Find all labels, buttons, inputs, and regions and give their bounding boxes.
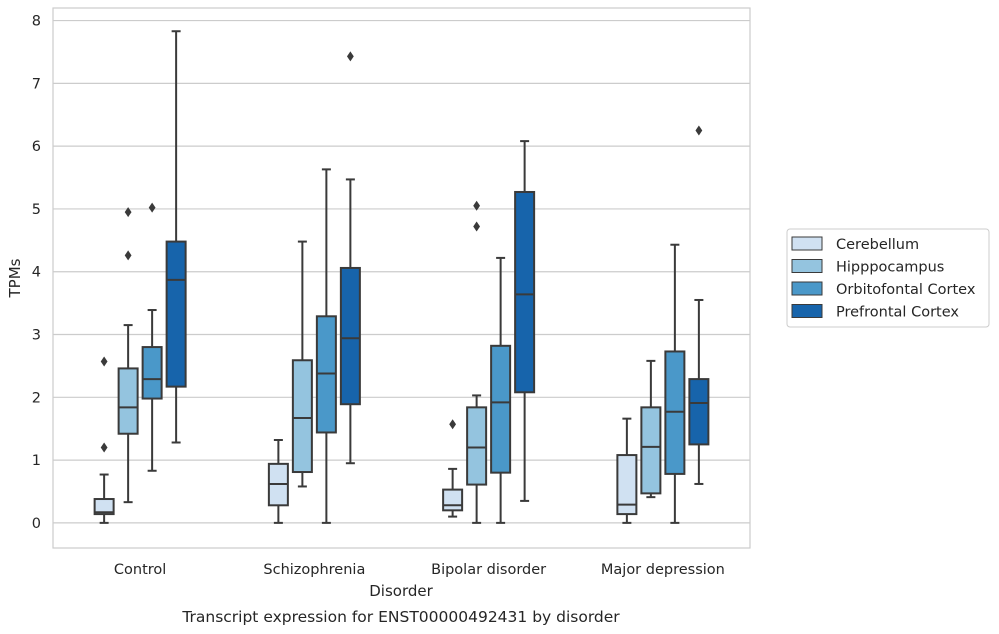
legend-label: Orbitofontal Cortex — [836, 282, 976, 298]
y-axis-label: TPMs — [6, 258, 24, 298]
box-schizophrenia-hipppocampus — [291, 240, 313, 488]
outlier-point — [124, 250, 132, 261]
y-tick-label-2: 2 — [32, 390, 41, 406]
legend: Cerebellum Hipppocampus Orbitofontal Corte… — [786, 228, 990, 328]
plot-frame — [52, 7, 751, 549]
legend-label: Hipppocampus — [836, 260, 944, 276]
box-bipolar-disorder-cerebellum — [442, 419, 464, 518]
iqr-box — [442, 488, 464, 512]
x-tick-label-bipolar-disorder: Bipolar disorder — [431, 562, 546, 578]
box-control-prefrontal-cortex — [165, 30, 187, 444]
legend-item-orbitofontal-cortex: Orbitofontal Cortex — [791, 281, 976, 298]
y-tick-label-1: 1 — [32, 453, 41, 469]
box-bipolar-disorder-hipppocampus — [466, 200, 488, 524]
legend-label: Cerebellum — [836, 237, 919, 253]
iqr-box — [141, 346, 163, 400]
legend-item-prefrontal-cortex: Prefrontal Cortex — [791, 304, 959, 321]
legend-item-hipppocampus: Hipppocampus — [791, 259, 944, 276]
y-tick-label-5: 5 — [32, 202, 41, 218]
outlier-point — [473, 200, 481, 211]
box-control-hipppocampus — [117, 207, 139, 504]
legend-swatch — [791, 304, 823, 318]
x-tick-labels: Control Schizophrenia Bipolar disorder Majo… — [114, 562, 725, 578]
outlier-point — [346, 51, 354, 62]
outlier-point — [148, 202, 156, 213]
box-control-cerebellum — [93, 356, 115, 524]
box-schizophrenia-cerebellum — [267, 439, 289, 524]
legend-label: Prefrontal Cortex — [836, 305, 959, 321]
x-tick-label-control: Control — [114, 562, 166, 578]
x-tick-label-schizophrenia: Schizophrenia — [263, 562, 365, 578]
chart-caption: Transcript expression for ENST0000049243… — [181, 608, 620, 626]
y-tick-label-3: 3 — [32, 328, 41, 344]
boxes — [93, 30, 710, 524]
box-control-orbitofontal-cortex — [141, 202, 163, 472]
x-axis-label: Disorder — [369, 582, 433, 600]
box-schizophrenia-orbitofontal-cortex — [315, 168, 337, 524]
x-tick-label-major-depression: Major depression — [601, 562, 725, 578]
y-tick-labels: 0 1 2 3 4 5 6 7 8 — [32, 14, 41, 532]
iqr-box — [93, 498, 115, 516]
y-tick-label-0: 0 — [32, 516, 41, 532]
box-major-depression-prefrontal-cortex — [688, 125, 710, 485]
legend-swatch — [791, 281, 823, 296]
outlier-point — [473, 221, 481, 232]
iqr-box — [490, 344, 512, 474]
y-tick-label-6: 6 — [32, 139, 41, 155]
box-bipolar-disorder-orbitofontal-cortex — [490, 256, 512, 524]
outlier-point — [100, 356, 108, 367]
box-schizophrenia-prefrontal-cortex — [339, 51, 361, 465]
box-major-depression-orbitofontal-cortex — [664, 243, 686, 524]
outlier-point — [695, 125, 703, 136]
iqr-box — [165, 240, 187, 388]
y-tick-label-4: 4 — [32, 265, 41, 281]
legend-frame — [786, 228, 990, 328]
outlier-point — [449, 419, 457, 430]
iqr-box — [514, 190, 536, 394]
outlier-point — [124, 207, 132, 218]
iqr-box — [616, 454, 638, 516]
y-tick-label-7: 7 — [32, 76, 41, 92]
outlier-point — [100, 442, 108, 453]
y-tick-label-8: 8 — [32, 14, 41, 30]
legend-swatch — [791, 236, 823, 251]
legend-item-cerebellum: Cerebellum — [791, 236, 919, 253]
iqr-box — [339, 266, 361, 406]
iqr-box — [466, 406, 488, 486]
legend-swatch — [791, 259, 823, 273]
iqr-box — [291, 359, 313, 474]
iqr-box — [688, 378, 710, 446]
iqr-box — [117, 367, 139, 435]
iqr-box — [640, 406, 662, 495]
box-bipolar-disorder-prefrontal-cortex — [514, 140, 536, 502]
box-major-depression-cerebellum — [616, 417, 638, 524]
box-major-depression-hipppocampus — [640, 359, 662, 499]
